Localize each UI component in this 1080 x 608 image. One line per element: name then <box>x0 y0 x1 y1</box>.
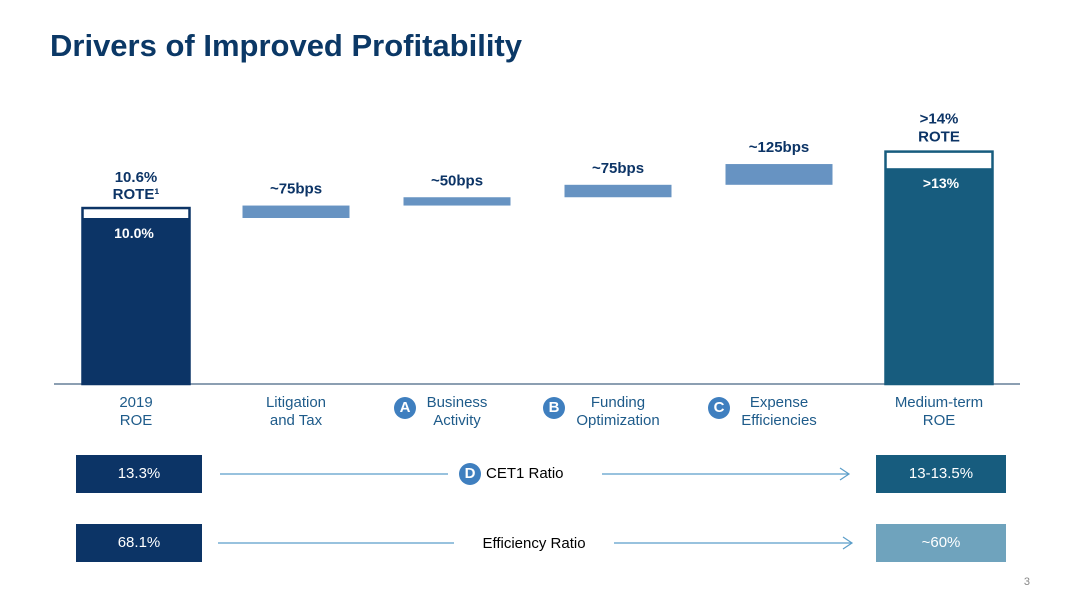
bar-medium-term-roe <box>885 168 993 384</box>
category-litigation-tax: Litigation and Tax <box>231 394 361 430</box>
category-medium-term-roe: Medium-term ROE <box>874 394 1004 430</box>
bar-2019-rote-label: 10.6% <box>115 169 158 186</box>
badge-c-icon: C <box>708 397 730 419</box>
bar-2019-rote-sublabel: ROTE¹ <box>113 186 160 203</box>
bar-medium-term-roe-label: >13% <box>923 175 960 191</box>
bar-step-label-2: ~50bps <box>431 172 483 189</box>
cet1-arrow <box>220 467 851 481</box>
category-line2: ROE <box>922 412 956 429</box>
cet1-ratio-label: CET1 Ratio <box>486 465 564 482</box>
category-line1: Litigation <box>265 394 327 411</box>
bar-2019-roe-label: 10.0% <box>114 225 154 241</box>
bar-step-1 <box>242 205 350 218</box>
category-line2: Optimization <box>576 412 660 429</box>
badge-b-icon: B <box>543 397 565 419</box>
bar-step-label-3: ~75bps <box>592 160 644 177</box>
bar-step-label-1: ~75bps <box>270 181 322 198</box>
arrowhead-icon <box>842 536 854 550</box>
category-business-activity: Business Activity <box>392 394 522 430</box>
category-line2: Efficiencies <box>741 412 817 429</box>
bar-step-label-4: ~125bps <box>749 139 809 156</box>
bar-step-2 <box>403 197 511 206</box>
category-line1: Expense <box>749 394 809 411</box>
cet1-from-box: 13.3% <box>76 455 202 493</box>
category-line1: Funding <box>590 394 646 411</box>
page-title: Drivers of Improved Profitability <box>50 28 522 63</box>
category-line1: Business <box>426 394 488 411</box>
category-funding-optimization: Funding Optimization <box>553 394 683 430</box>
efficiency-to-box: ~60% <box>876 524 1006 562</box>
bar-2019-roe <box>82 218 190 384</box>
bar-medium-term-rote-label: >14% <box>920 111 959 128</box>
bar-step-4 <box>725 164 833 185</box>
category-line2: and Tax <box>269 412 323 429</box>
bar-step-3 <box>564 184 672 198</box>
category-line1: Medium-term <box>894 394 984 411</box>
category-line2: Activity <box>433 412 481 429</box>
category-2019-roe: 2019 ROE <box>71 394 201 430</box>
efficiency-ratio-label: Efficiency Ratio <box>482 535 586 552</box>
category-line1: 2019 <box>119 394 153 411</box>
category-line2: ROE <box>119 412 153 429</box>
waterfall-chart: 10.0% 10.6%ROTE¹ ~75bps ~50bps ~75bps ~125bps… <box>54 111 1020 386</box>
efficiency-from-box: 68.1% <box>76 524 202 562</box>
efficiency-arrow <box>218 536 854 550</box>
bar-medium-term-rote-sublabel: ROTE <box>918 129 960 146</box>
cet1-to-box: 13-13.5% <box>876 455 1006 493</box>
page-number: 3 <box>1023 576 1030 588</box>
category-expense-efficiencies: Expense Efficiencies <box>714 394 844 430</box>
badge-d-icon: D <box>459 463 481 485</box>
badge-a-icon: A <box>394 397 416 419</box>
arrowhead-icon <box>839 467 851 481</box>
